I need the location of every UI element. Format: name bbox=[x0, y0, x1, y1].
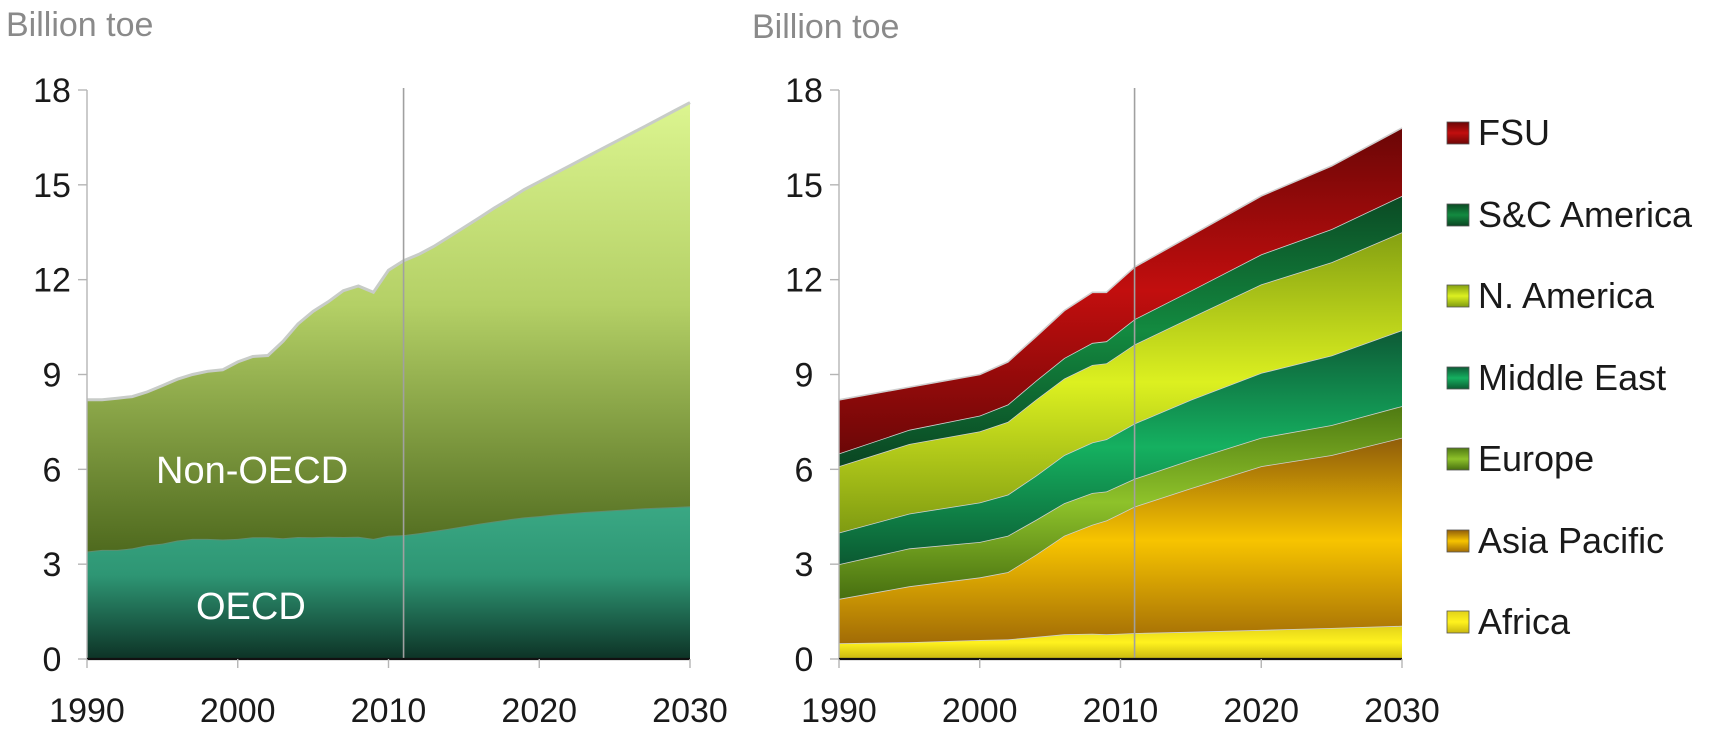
right-area-asia-pacific bbox=[839, 437, 1402, 644]
legend-item-fsu: FSU bbox=[1446, 112, 1550, 153]
legend-item-europe: Europe bbox=[1446, 438, 1594, 479]
right-y-tick-label: 0 bbox=[795, 641, 814, 679]
legend-item-sc-america: S&C America bbox=[1446, 194, 1693, 235]
oecd-series-label: OECD bbox=[196, 586, 306, 628]
right-y-unit-label: Billion toe bbox=[752, 8, 899, 46]
right-chart: Billion toe 0 3 6 9 12 15 18 1990 2000 2010 2020 2… bbox=[752, 8, 1440, 730]
legend-item-africa: Africa bbox=[1446, 601, 1571, 642]
right-plot-areas bbox=[838, 127, 1403, 659]
right-y-tick-label: 15 bbox=[785, 167, 823, 205]
left-plot-areas bbox=[86, 101, 691, 659]
right-x-tick-label: 1990 bbox=[801, 692, 877, 730]
left-area-non-oecd bbox=[87, 102, 690, 552]
legend-swatch-europe bbox=[1446, 447, 1470, 471]
left-y-tick-label: 3 bbox=[43, 546, 62, 584]
right-y-tick-label: 3 bbox=[795, 546, 814, 584]
legend-label-middle-east: Middle East bbox=[1478, 357, 1666, 398]
right-area-n-america bbox=[839, 232, 1402, 533]
left-y-tick-label: 15 bbox=[33, 167, 71, 205]
left-x-tick-label: 2000 bbox=[200, 692, 276, 730]
right-y-tick-label: 6 bbox=[795, 451, 814, 489]
left-x-tick-label: 2030 bbox=[652, 692, 728, 730]
legend-label-asia-pacific: Asia Pacific bbox=[1478, 520, 1664, 561]
legend-item-asia-pacific: Asia Pacific bbox=[1446, 520, 1664, 561]
legend-swatch-asia-pacific bbox=[1446, 529, 1470, 553]
legend-swatch-middle-east bbox=[1446, 366, 1470, 390]
left-y-unit-label: Billion toe bbox=[6, 6, 153, 44]
legend: FSU S&C America N. America Middle East E… bbox=[1446, 112, 1693, 642]
right-x-ticks: 1990 2000 2010 2020 2030 bbox=[801, 659, 1440, 730]
left-x-tick-label: 1990 bbox=[49, 692, 125, 730]
legend-swatch-sc-america bbox=[1446, 203, 1470, 227]
left-y-tick-label: 9 bbox=[43, 357, 62, 395]
right-x-tick-label: 2010 bbox=[1083, 692, 1159, 730]
right-area-africa bbox=[839, 625, 1402, 659]
left-area-oecd bbox=[87, 506, 690, 659]
legend-item-n-america: N. America bbox=[1446, 275, 1655, 316]
right-y-tick-label: 12 bbox=[785, 262, 823, 300]
left-y-tick-label: 0 bbox=[43, 641, 62, 679]
left-chart: Billion toe 0 3 6 9 12 15 18 1990 2000 2010 2020 2… bbox=[6, 6, 728, 730]
right-y-tick-label: 18 bbox=[785, 72, 823, 110]
legend-label-europe: Europe bbox=[1478, 438, 1594, 479]
left-y-tick-label: 18 bbox=[33, 72, 71, 110]
right-area-europe bbox=[839, 406, 1402, 599]
legend-label-africa: Africa bbox=[1478, 601, 1571, 642]
right-y-ticks: 0 3 6 9 12 15 18 bbox=[785, 72, 839, 679]
right-y-tick-label: 9 bbox=[795, 357, 814, 395]
right-x-tick-label: 2000 bbox=[942, 692, 1018, 730]
legend-swatch-africa bbox=[1446, 610, 1470, 634]
right-x-tick-label: 2020 bbox=[1223, 692, 1299, 730]
legend-label-n-america: N. America bbox=[1478, 275, 1655, 316]
right-area-edge-fsu bbox=[838, 127, 1403, 401]
legend-swatch-fsu bbox=[1446, 121, 1470, 145]
left-x-tick-label: 2020 bbox=[501, 692, 577, 730]
left-area-edge-non-oecd bbox=[87, 101, 691, 402]
right-area-middle-east bbox=[839, 330, 1402, 565]
non-oecd-series-label: Non-OECD bbox=[156, 450, 348, 492]
left-y-ticks: 0 3 6 9 12 15 18 bbox=[33, 72, 87, 679]
legend-swatch-n-america bbox=[1446, 284, 1470, 308]
left-y-tick-label: 6 bbox=[43, 451, 62, 489]
left-x-ticks: 1990 2000 2010 2020 2030 bbox=[49, 659, 728, 730]
right-x-tick-label: 2030 bbox=[1364, 692, 1440, 730]
left-y-tick-label: 12 bbox=[33, 262, 71, 300]
legend-item-middle-east: Middle East bbox=[1446, 357, 1666, 398]
legend-label-fsu: FSU bbox=[1478, 112, 1550, 153]
legend-label-sc-america: S&C America bbox=[1478, 194, 1693, 235]
left-x-tick-label: 2010 bbox=[351, 692, 427, 730]
right-area-fsu bbox=[839, 127, 1402, 454]
